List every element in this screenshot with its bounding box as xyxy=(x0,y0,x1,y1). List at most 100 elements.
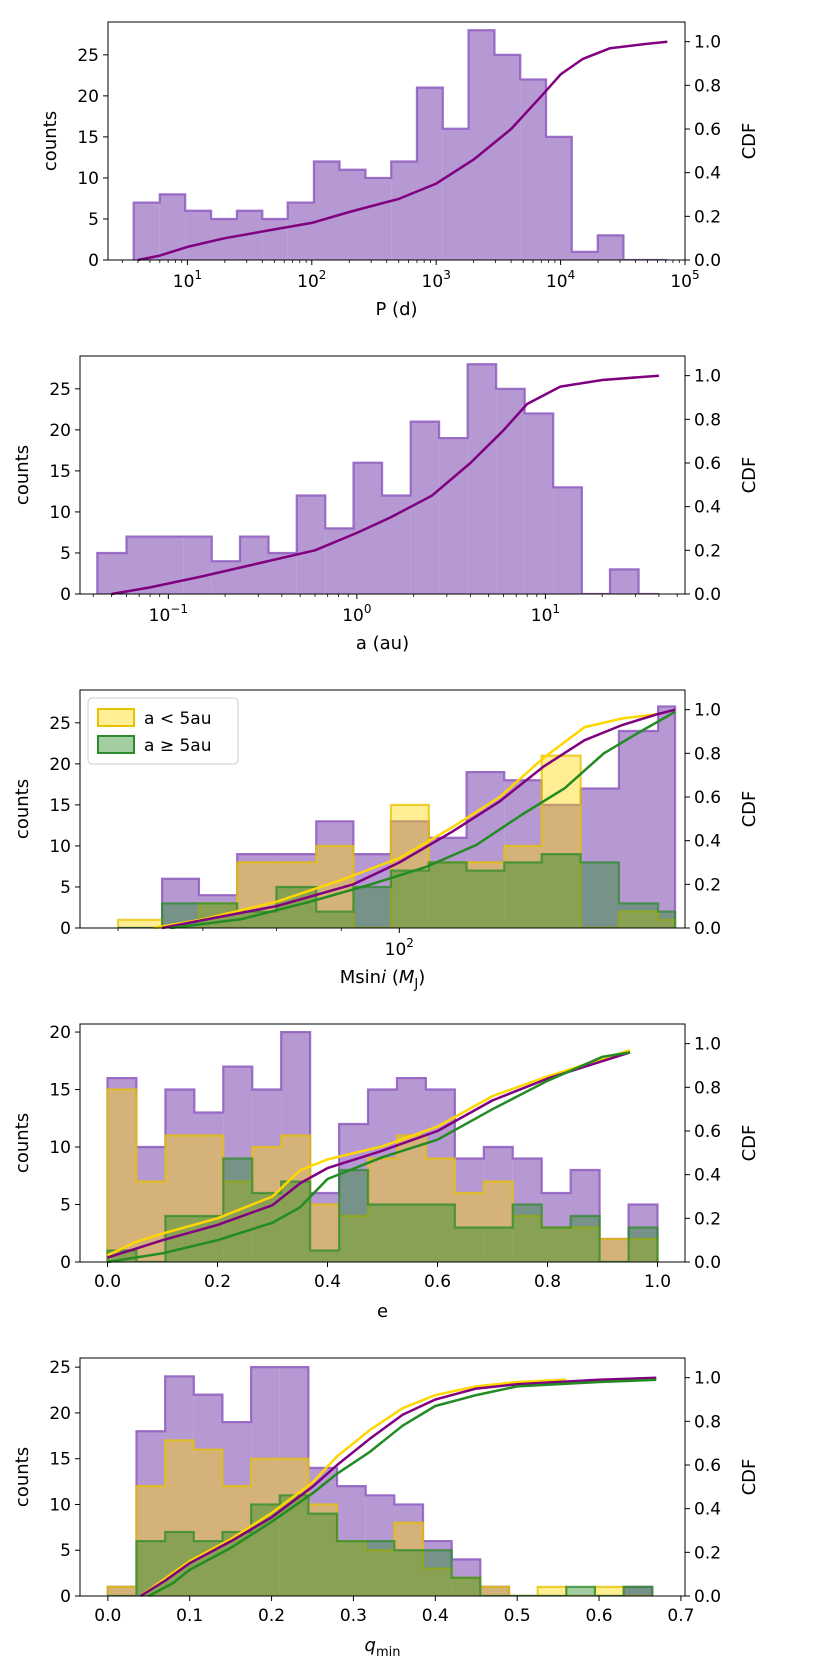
hist-bar-all xyxy=(183,536,212,594)
tick-exponent: 4 xyxy=(568,268,576,282)
x-axis-label: e xyxy=(377,1301,388,1322)
x-tick-label: 103 xyxy=(422,268,451,292)
hist-bar-outer xyxy=(483,1227,513,1262)
hist-bar-outer xyxy=(316,911,354,928)
hist-outline-all xyxy=(132,29,668,260)
hist-bar-all xyxy=(396,1078,426,1262)
y2-tick-label: 1.0 xyxy=(694,367,721,387)
xlabel-part: M xyxy=(399,967,415,988)
y2-tick-label: 0.8 xyxy=(694,76,721,96)
hist-bar-inner xyxy=(541,755,581,928)
y2-tick-label: 0.0 xyxy=(694,251,721,271)
y-tick-label: 20 xyxy=(49,1023,71,1043)
hist-bar-all xyxy=(136,1431,166,1596)
y2-tick-label: 0.8 xyxy=(694,744,721,764)
hist-bar-all xyxy=(368,1089,397,1262)
x-axis-label: P (d) xyxy=(375,299,417,320)
y-tick-label: 15 xyxy=(49,1450,71,1470)
y-tick-label: 25 xyxy=(77,46,99,66)
hist-bar-all xyxy=(439,438,468,594)
hist-bar-all xyxy=(597,235,624,260)
y-axis-label: counts xyxy=(12,1447,33,1507)
hist-bar-outer xyxy=(570,1216,600,1262)
hist-bar-all xyxy=(628,1204,658,1262)
x-tick-label: 0.2 xyxy=(204,1272,231,1292)
hist-bar-inner xyxy=(365,1550,395,1596)
hist-bar-all xyxy=(416,87,443,260)
x-tick-label: 0.4 xyxy=(422,1606,449,1626)
x-tick-label: 0.8 xyxy=(534,1272,561,1292)
x-tick-label: 0.6 xyxy=(586,1606,613,1626)
y-axis-label: counts xyxy=(40,111,61,171)
y-tick-label: 5 xyxy=(60,1196,71,1216)
hist-bar-outer xyxy=(107,1250,137,1262)
y-tick-label: 20 xyxy=(77,87,99,107)
hist-bar-all xyxy=(390,821,429,928)
hist-outline-inner xyxy=(106,1439,653,1596)
y2-tick-label: 0.4 xyxy=(694,1166,721,1186)
hist-bar-all xyxy=(353,854,391,928)
y2-tick-label: 1.0 xyxy=(694,1035,721,1055)
cdf-line-inner xyxy=(153,712,659,930)
y2-tick-label: 0.4 xyxy=(694,164,721,184)
xlabel-part: i xyxy=(381,967,386,988)
hist-bar-all xyxy=(571,251,598,260)
xlabel-sub: min xyxy=(376,1645,401,1660)
y-tick-label: 15 xyxy=(49,462,71,482)
hist-bar-outer xyxy=(353,886,391,928)
hist-bar-all xyxy=(251,1367,280,1596)
x-tick-label: 0.3 xyxy=(340,1606,367,1626)
hist-bar-all xyxy=(494,54,521,260)
y-axis-label: counts xyxy=(12,779,33,839)
hist-bar-outer xyxy=(279,1495,309,1596)
y-tick-label: 20 xyxy=(49,1404,71,1424)
hist-bar-outer xyxy=(390,870,429,928)
y2-axis-label: CDF xyxy=(739,457,760,494)
hist-bar-outer xyxy=(628,1227,658,1262)
legend: a < 5au a ≥ 5au xyxy=(87,697,239,765)
hist-bar-all xyxy=(296,495,326,594)
cdf-line-outer xyxy=(107,1051,631,1264)
hist-bar-outer xyxy=(504,862,542,928)
hist-bar-inner xyxy=(281,1135,311,1262)
hist-bar-inner xyxy=(599,1239,629,1262)
hist-bar-inner xyxy=(504,845,542,928)
x-tick-label: 0.6 xyxy=(424,1272,451,1292)
hist-bar-all xyxy=(97,552,127,594)
y-tick-label: 10 xyxy=(49,1138,71,1158)
hist-bar-all xyxy=(279,1367,309,1596)
tick-base: 10 xyxy=(385,940,407,960)
y-tick-label: 0 xyxy=(60,1253,71,1273)
hist-bar-outer xyxy=(237,911,277,928)
hist-bar-outer xyxy=(337,1541,366,1596)
chart-ecc: 0 5 10 15 20 0.0 0.2 0.4 0.6 0.8 1.0 0.0 0.2 0.4 0.6 0.… xyxy=(12,1023,760,1322)
y2-tick-label: 0.4 xyxy=(694,1500,721,1520)
y2-tick-label: 0.6 xyxy=(694,1122,721,1142)
y-axis-label: counts xyxy=(12,1113,33,1173)
hist-bar-inner xyxy=(396,1135,426,1262)
y2-tick-label: 0.0 xyxy=(694,1253,721,1273)
y-tick-label: 5 xyxy=(88,210,99,230)
axes-frame xyxy=(79,1023,686,1263)
hist-bar-all xyxy=(339,1124,369,1262)
hist-bar-outer xyxy=(428,862,467,928)
y2-tick-label: 0.8 xyxy=(694,410,721,430)
cdf-line-outer xyxy=(170,710,676,930)
xlabel-part: ( xyxy=(386,967,399,988)
y-axis-label: counts xyxy=(12,445,33,505)
hist-outline-outer xyxy=(107,1494,654,1596)
hist-all xyxy=(106,1030,659,1262)
hist-bar-inner xyxy=(117,919,163,928)
hist-bar-inner xyxy=(594,1586,624,1596)
hist-bar-inner xyxy=(570,1227,600,1262)
hist-bar-inner xyxy=(310,1204,340,1262)
x-axis-label: Msini (MJ) xyxy=(340,967,426,992)
hist-bar-all xyxy=(252,1089,282,1262)
hist-bar-inner xyxy=(512,1216,542,1262)
hist-bar-outer xyxy=(136,1541,166,1596)
hist-outline-outer xyxy=(106,1157,659,1262)
hist-bar-all xyxy=(658,706,676,928)
hist-bar-inner xyxy=(136,1181,166,1262)
tick-exponent: 1 xyxy=(552,602,560,616)
